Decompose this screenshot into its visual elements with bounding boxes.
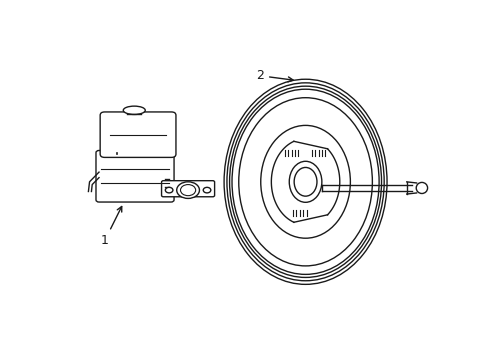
Ellipse shape bbox=[289, 161, 321, 202]
Text: 1: 1 bbox=[101, 207, 122, 247]
Circle shape bbox=[176, 182, 199, 198]
FancyBboxPatch shape bbox=[161, 181, 214, 197]
FancyBboxPatch shape bbox=[100, 112, 176, 157]
Ellipse shape bbox=[123, 106, 145, 114]
FancyBboxPatch shape bbox=[96, 150, 174, 202]
Circle shape bbox=[165, 187, 173, 193]
Ellipse shape bbox=[163, 181, 212, 196]
Circle shape bbox=[203, 187, 210, 193]
Circle shape bbox=[180, 185, 195, 196]
Ellipse shape bbox=[415, 183, 427, 193]
Text: 2: 2 bbox=[256, 69, 292, 82]
